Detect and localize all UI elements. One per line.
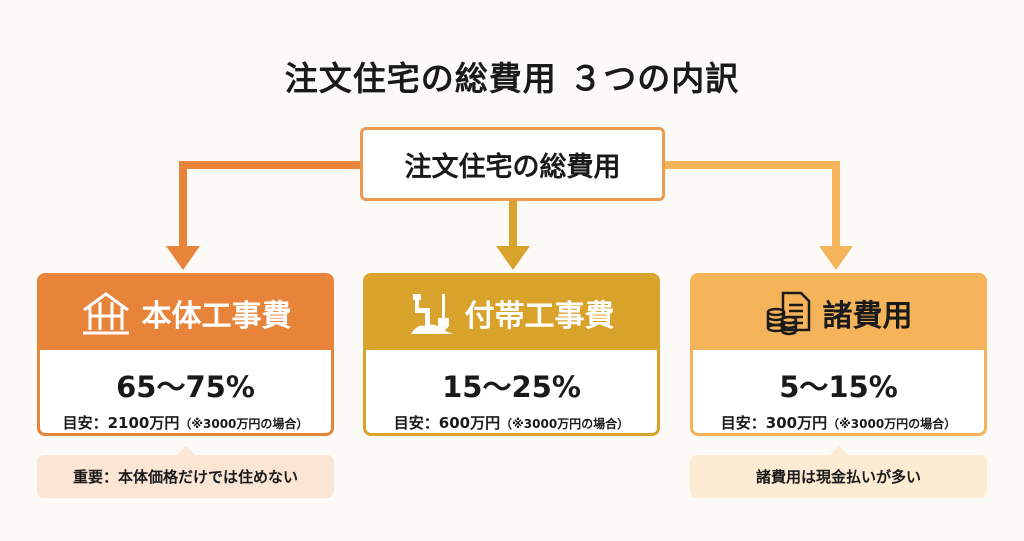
card-estimate-note: （※3000万円の場合）: [500, 417, 630, 431]
pipe-shovel-icon: [410, 294, 453, 334]
coins-document-icon: [766, 291, 810, 336]
card-percent: 15〜25%: [442, 370, 581, 404]
card-ancillary-construction: 付帯工事費 15〜25% 目安：600万円（※3000万円の場合）: [363, 273, 660, 436]
card-header: 付帯工事費: [366, 276, 657, 350]
card-main-construction: 本体工事費 65〜75% 目安：2100万円（※3000万円の場合）: [37, 273, 334, 436]
arrow-middle: [496, 246, 530, 270]
note-main: 重要：本体価格だけでは住めない: [37, 446, 334, 498]
page-title: 注文住宅の総費用 ３つの内訳: [284, 59, 740, 98]
card-estimate: 目安：300万円: [720, 414, 828, 432]
card-estimate-note: （※3000万円の場合）: [827, 417, 957, 431]
card-header: 諸費用: [693, 276, 984, 350]
card-label: 付帯工事費: [464, 299, 615, 334]
card-percent: 65〜75%: [116, 370, 255, 404]
house-frame-icon: [82, 292, 129, 335]
arrow-left: [166, 246, 200, 270]
card-percent: 5〜15%: [779, 370, 898, 404]
note-misc: 諸費用は現金払いが多い: [690, 446, 987, 498]
card-header: 本体工事費: [40, 276, 331, 350]
connector-left: [179, 161, 360, 250]
arrow-right: [819, 246, 853, 270]
card-estimate: 目安：600万円: [393, 414, 501, 432]
card-misc-expenses: 諸費用 5〜15% 目安：300万円（※3000万円の場合）: [690, 273, 987, 436]
card-estimate-note: （※3000万円の場合）: [179, 417, 309, 431]
card-estimate: 目安：2100万円: [62, 414, 180, 432]
root-box: 注文住宅の総費用: [360, 127, 665, 201]
connector-right: [665, 161, 840, 250]
card-label: 諸費用: [822, 299, 913, 334]
card-label: 本体工事費: [141, 299, 292, 334]
